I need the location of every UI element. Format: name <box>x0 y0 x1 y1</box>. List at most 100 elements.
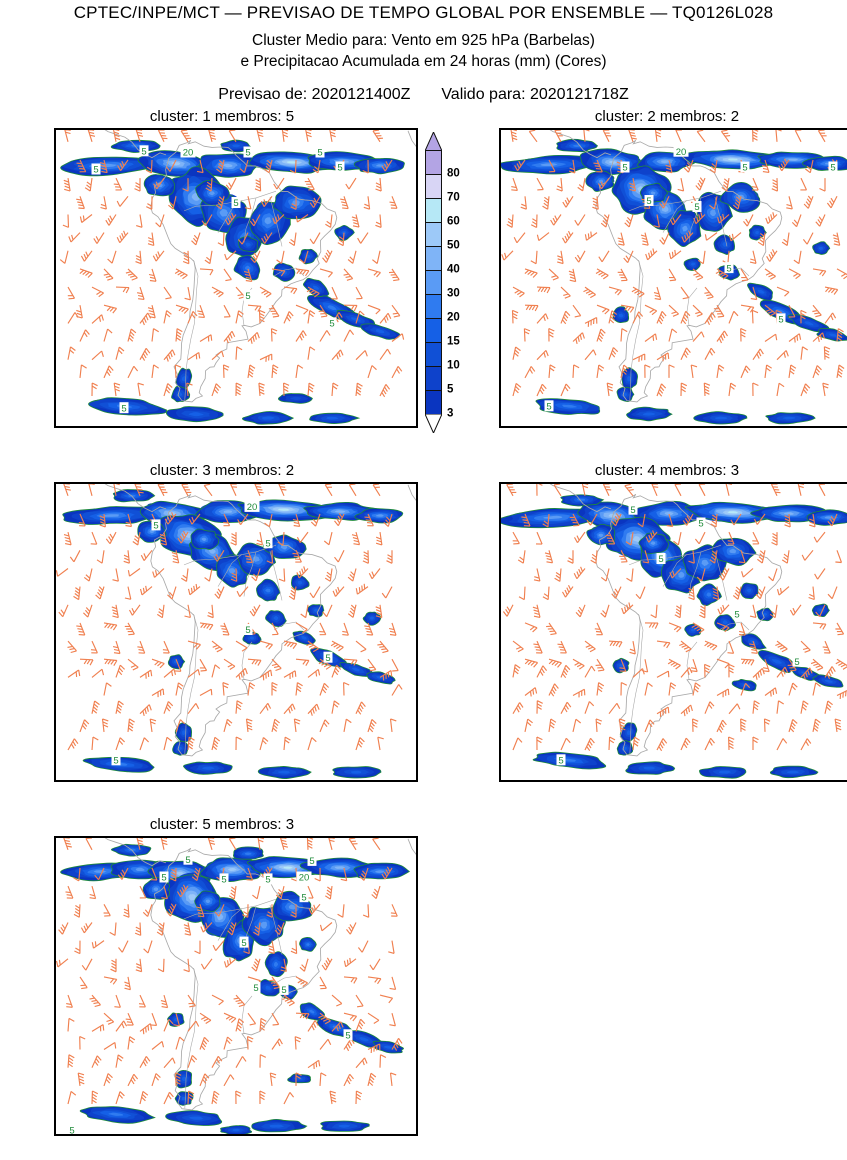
y-axis-tick-mark <box>54 347 56 348</box>
x-axis-tick-mark <box>761 780 762 782</box>
y-axis-tick-mark <box>499 602 501 603</box>
y-axis-tick-mark <box>54 1134 56 1135</box>
x-axis-tick-mark <box>276 426 277 428</box>
contour-labels: 5 5 5 5 5 20 5 5 5 5 5 5 <box>67 853 353 1134</box>
y-axis-tick-mark <box>54 741 56 742</box>
y-axis-tick-mark <box>54 937 56 938</box>
colorbar-tick-label: 3 <box>447 407 454 420</box>
colorbar-tick-label: 50 <box>447 239 460 252</box>
x-axis-tick-mark <box>316 426 317 428</box>
map-plot-cluster-1[interactable]: 5520555555515N10N5NEQ5S10S15S20S25S30S35… <box>54 128 418 428</box>
coastlines <box>549 484 783 757</box>
y-axis-tick-mark <box>499 209 501 210</box>
colorbar-tick-label: 40 <box>447 263 460 276</box>
x-axis-tick-mark <box>521 780 522 782</box>
precipitation-shading <box>501 494 847 779</box>
colorbar-tick-label: 20 <box>447 311 460 324</box>
y-axis-tick-mark <box>54 189 56 190</box>
svg-text:5: 5 <box>694 202 699 213</box>
cluster-panel-title-2: cluster: 2 membros: 2 <box>594 108 740 125</box>
y-axis-tick-mark <box>54 642 56 643</box>
cluster-panel-title-1: cluster: 1 membros: 5 <box>149 108 295 125</box>
contour-labels: 5 5 20 5 5 5 5 5 5 5 <box>91 145 345 414</box>
map-plot-cluster-2[interactable]: 205555555515N10N5NEQ5S10S15S20S25S30S35S… <box>499 128 847 428</box>
y-axis-tick-mark <box>54 760 56 761</box>
colorbar-under-arrow <box>424 413 443 435</box>
y-axis-tick-mark <box>54 1035 56 1036</box>
y-axis-tick-mark <box>54 780 56 781</box>
colorbar-segment <box>426 391 441 415</box>
y-axis-tick-mark <box>499 622 501 623</box>
y-axis-tick-mark <box>54 268 56 269</box>
y-axis-tick-mark <box>54 406 56 407</box>
y-axis-tick-mark <box>54 681 56 682</box>
x-axis-tick-mark <box>236 780 237 782</box>
colorbar-segment <box>426 175 441 199</box>
colorbar-segment <box>426 367 441 391</box>
x-axis-tick-mark <box>841 426 842 428</box>
y-axis-tick-mark <box>54 1114 56 1115</box>
plot-area-cluster-3: 205555515N10N5NEQ5S10S15S20S25S30S35S40S… <box>54 482 418 782</box>
y-axis-tick-mark <box>499 543 501 544</box>
svg-text:5: 5 <box>233 198 238 209</box>
cluster-panel-title-4: cluster: 4 membros: 3 <box>594 462 740 479</box>
svg-text:5: 5 <box>69 1125 74 1134</box>
map-plot-cluster-5[interactable]: 555552055555515N10N5NEQ5S10S15S20S25S30S… <box>54 836 418 1136</box>
wind-barbs-925hpa <box>502 484 847 752</box>
svg-text:5: 5 <box>161 873 166 884</box>
cluster-panel-title-3: cluster: 3 membros: 2 <box>149 462 295 479</box>
y-axis-tick-mark <box>499 268 501 269</box>
svg-text:20: 20 <box>299 873 310 884</box>
y-axis-tick-mark <box>54 504 56 505</box>
svg-text:5: 5 <box>281 985 286 996</box>
colorbar-over-arrow <box>424 130 443 152</box>
y-axis-tick-mark <box>499 642 501 643</box>
y-axis-tick-mark <box>54 288 56 289</box>
cluster-panel-4: cluster: 4 membros: 3 55555515N10N5NEQ5S1… <box>465 462 847 806</box>
x-axis-tick-mark <box>116 780 117 782</box>
svg-text:5: 5 <box>245 291 250 302</box>
y-axis-tick-mark <box>54 838 56 839</box>
map-canvas-cluster-5: 5 5 5 5 5 20 5 5 5 5 5 5 <box>56 838 416 1134</box>
map-plot-cluster-4[interactable]: 55555515N10N5NEQ5S10S15S20S25S30S35S40S4… <box>499 482 847 782</box>
y-axis-tick-mark <box>499 701 501 702</box>
x-axis-tick-mark <box>156 1134 157 1136</box>
y-axis-tick-mark <box>54 858 56 859</box>
svg-text:5: 5 <box>742 163 747 174</box>
y-axis-tick-mark <box>499 308 501 309</box>
svg-text:5: 5 <box>309 856 314 867</box>
y-axis-tick-mark <box>54 877 56 878</box>
y-axis-tick-mark <box>54 721 56 722</box>
colorbar-segment <box>426 223 441 247</box>
y-axis-tick-mark <box>54 387 56 388</box>
svg-text:5: 5 <box>646 196 651 207</box>
y-axis-tick-mark <box>54 484 56 485</box>
map-plot-cluster-3[interactable]: 205555515N10N5NEQ5S10S15S20S25S30S35S40S… <box>54 482 418 782</box>
y-axis-tick-mark <box>54 1075 56 1076</box>
y-axis-tick-mark <box>54 622 56 623</box>
y-axis-tick-mark <box>499 347 501 348</box>
colorbar-tick-label: 10 <box>447 359 460 372</box>
cluster-panel-title-5: cluster: 5 membros: 3 <box>149 816 295 833</box>
x-axis-tick-mark <box>276 780 277 782</box>
precipitation-shading <box>62 489 404 779</box>
svg-text:5: 5 <box>265 875 270 886</box>
y-axis-tick-mark <box>54 1095 56 1096</box>
svg-text:20: 20 <box>247 502 258 513</box>
x-axis-tick-mark <box>316 1134 317 1136</box>
subtitle-variable-wind: Cluster Medio para: Vento em 925 hPa (Ba… <box>252 32 595 49</box>
y-axis-tick-mark <box>54 426 56 427</box>
svg-text:5: 5 <box>241 938 246 949</box>
y-axis-tick-mark <box>54 602 56 603</box>
colorbar-tick-label: 60 <box>447 215 460 228</box>
x-axis-tick-mark <box>116 426 117 428</box>
x-axis-tick-mark <box>681 426 682 428</box>
svg-text:5: 5 <box>726 263 731 274</box>
x-axis-tick-mark <box>316 780 317 782</box>
x-axis-tick-mark <box>236 1134 237 1136</box>
svg-text:5: 5 <box>794 657 799 668</box>
y-axis-tick-mark <box>499 169 501 170</box>
y-axis-tick-mark <box>499 426 501 427</box>
colorbar-tick-label: 5 <box>447 383 454 396</box>
y-axis-tick-mark <box>54 543 56 544</box>
